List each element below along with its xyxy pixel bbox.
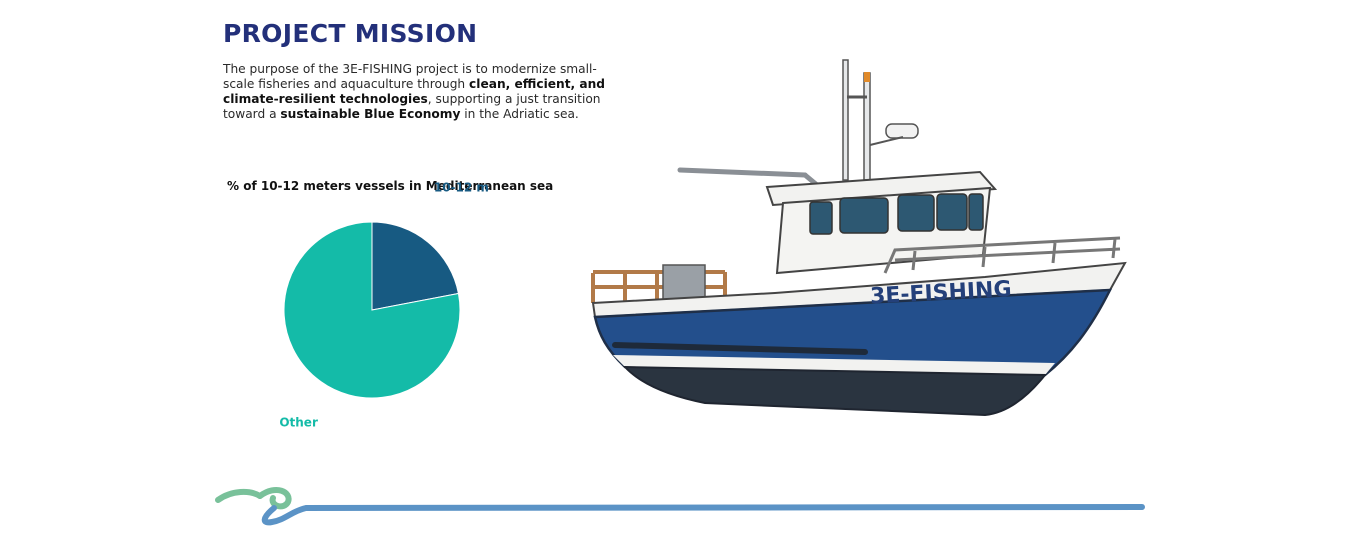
keel [622,365,1048,417]
page-title: PROJECT MISSION [223,19,478,48]
description-text-2: , supporting a just transition toward a [223,92,601,121]
pie-slice [283,221,461,399]
stern-railing [591,270,727,303]
lower-hull [593,288,1113,377]
pie-slice-label: 10-12 m [434,181,489,195]
mast-light [864,72,870,82]
mission-description: The purpose of the 3E-FISHING project is… [223,62,623,122]
bow-railing [883,236,1121,274]
wave-divider [215,487,1145,526]
radar-arm [869,136,904,146]
description-highlight-2: sustainable Blue Economy [280,107,461,121]
cabin-window [809,201,833,235]
mast [842,59,849,181]
cabin-window [968,193,984,231]
mast-rear [863,72,871,181]
wave-green-curl [257,487,292,510]
radar-icon [885,123,919,139]
pie-slice [371,221,460,311]
wave-blue-line [261,504,1145,526]
wave-green-swirl [215,488,263,503]
description-text-1: The purpose of the 3E-FISHING project is… [223,62,597,91]
cabin-window [839,197,889,234]
cabin-window [897,194,935,232]
pie-chart: 10-12 m Other [279,181,489,430]
cabin-window [936,193,968,231]
boom-arm [677,167,808,178]
description-text-3: in the Adriatic sea. [460,107,579,121]
waterline-stripe [613,355,1055,375]
pie-slice-label: Other [279,415,318,429]
rub-rail [612,342,868,355]
description-highlight-1: clean, efficient, and climate-resilient … [223,77,606,106]
fishing-boat-illustration: 3E-FISHING [591,59,1127,417]
cabin-roof [765,170,998,207]
chart-title: % of 10-12 meters vessels in Mediterrane… [227,179,554,193]
